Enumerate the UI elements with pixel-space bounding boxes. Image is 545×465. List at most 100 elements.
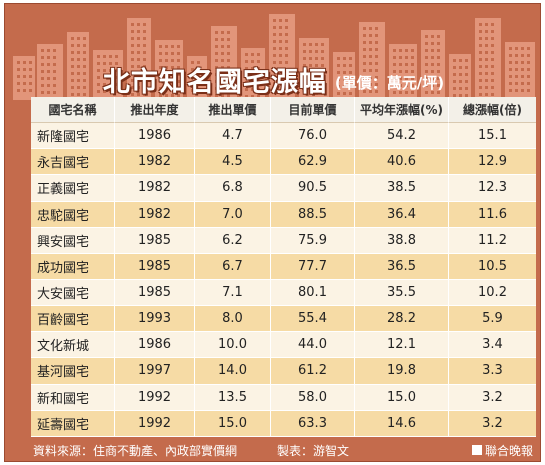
- window-shape: [393, 49, 396, 52]
- column-header: 國宅名稱: [31, 97, 115, 124]
- window-shape: [227, 31, 230, 34]
- table-cell: 6.7: [195, 253, 271, 280]
- window-shape: [425, 63, 428, 66]
- row-label: 興安國宅: [31, 227, 115, 254]
- window-shape: [23, 82, 26, 85]
- window-shape: [393, 70, 396, 73]
- table-cell: 38.5: [355, 175, 449, 202]
- table-cell: 1985: [115, 279, 195, 307]
- window-shape: [337, 64, 340, 67]
- table-cell: 1986: [115, 123, 195, 150]
- window-shape: [527, 75, 530, 78]
- column-header: 推出年度: [115, 97, 195, 124]
- window-shape: [23, 89, 26, 92]
- window-shape: [431, 70, 434, 73]
- window-shape: [227, 73, 230, 76]
- row-label: 正義國宅: [31, 175, 115, 202]
- table-cell: 88.5: [271, 201, 355, 228]
- table-cell: 7.0: [195, 201, 271, 228]
- window-shape: [285, 75, 288, 78]
- table-cell: 36.5: [355, 253, 449, 280]
- window-shape: [221, 94, 224, 97]
- window-shape: [459, 87, 462, 90]
- table-cell: 4.5: [195, 149, 271, 176]
- window-shape: [251, 60, 254, 63]
- window-shape: [103, 76, 106, 79]
- window-shape: [77, 65, 80, 68]
- unit-label: (單價：萬元/坪): [334, 73, 445, 92]
- window-shape: [527, 47, 530, 50]
- window-shape: [349, 92, 352, 95]
- window-shape: [399, 77, 402, 80]
- window-shape: [137, 93, 140, 96]
- window-shape: [171, 59, 174, 62]
- table-cell: 14.6: [355, 410, 449, 437]
- window-shape: [393, 91, 396, 94]
- window-shape: [41, 63, 44, 66]
- window-shape: [479, 51, 482, 54]
- window-shape: [425, 35, 428, 38]
- window-shape: [363, 27, 366, 30]
- window-shape: [165, 73, 168, 76]
- window-shape: [279, 54, 282, 57]
- window-shape: [83, 65, 86, 68]
- window-shape: [315, 78, 318, 81]
- window-shape: [273, 75, 276, 78]
- window-shape: [491, 93, 494, 96]
- window-shape: [227, 52, 230, 55]
- window-shape: [363, 69, 366, 72]
- window-shape: [425, 49, 428, 52]
- window-shape: [465, 80, 468, 83]
- window-shape: [279, 33, 282, 36]
- table-cell: 28.2: [355, 306, 449, 333]
- window-shape: [41, 84, 44, 87]
- window-shape: [321, 78, 324, 81]
- table-cell: 6.8: [195, 175, 271, 202]
- window-shape: [321, 64, 324, 67]
- window-shape: [279, 61, 282, 64]
- table-cell: 4.7: [195, 123, 271, 150]
- window-shape: [215, 80, 218, 83]
- window-shape: [369, 55, 372, 58]
- table-cell: 40.6: [355, 149, 449, 176]
- window-shape: [109, 62, 112, 65]
- window-shape: [303, 85, 306, 88]
- window-shape: [527, 61, 530, 64]
- window-shape: [17, 68, 20, 71]
- window-shape: [227, 94, 230, 97]
- window-shape: [479, 79, 482, 82]
- table-cell: 1993: [115, 306, 195, 333]
- table-cell: 13.5: [195, 384, 271, 411]
- window-shape: [273, 19, 276, 22]
- window-shape: [363, 41, 366, 44]
- window-shape: [453, 59, 456, 62]
- window-shape: [437, 56, 440, 59]
- window-shape: [509, 54, 512, 57]
- window-shape: [53, 63, 56, 66]
- window-shape: [221, 31, 224, 34]
- row-label: 永吉國宅: [31, 149, 115, 176]
- row-label: 忠駝國宅: [31, 201, 115, 228]
- window-shape: [363, 76, 366, 79]
- window-shape: [399, 84, 402, 87]
- window-shape: [159, 52, 162, 55]
- table-cell: 3.3: [449, 358, 536, 385]
- window-shape: [109, 90, 112, 93]
- window-shape: [227, 59, 230, 62]
- table-header-row: 國宅名稱 推出年度 推出單價 目前單價 平均年漲幅(%) 總漲幅(倍): [31, 97, 536, 124]
- window-shape: [215, 59, 218, 62]
- window-shape: [103, 83, 106, 86]
- window-shape: [143, 79, 146, 82]
- window-shape: [343, 85, 346, 88]
- row-label: 百齡國宅: [31, 306, 115, 333]
- window-shape: [29, 75, 32, 78]
- window-shape: [191, 68, 194, 71]
- table-cell: 3.2: [449, 385, 536, 411]
- window-shape: [137, 86, 140, 89]
- window-shape: [103, 69, 106, 72]
- window-shape: [245, 88, 248, 91]
- window-shape: [257, 95, 260, 98]
- window-shape: [71, 58, 74, 61]
- window-shape: [159, 45, 162, 48]
- window-shape: [177, 59, 180, 62]
